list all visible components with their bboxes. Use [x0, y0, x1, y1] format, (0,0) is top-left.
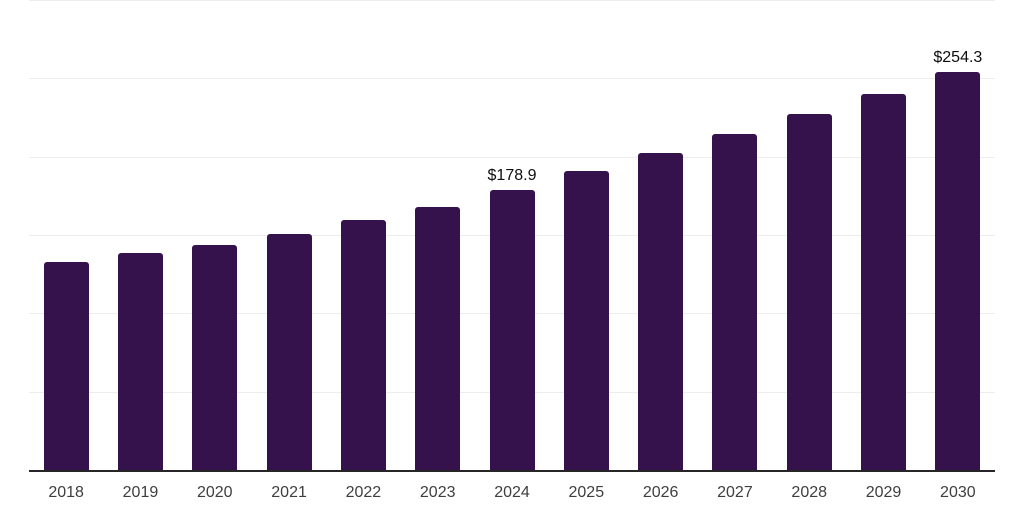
x-tick-2018: 2018 — [48, 484, 84, 501]
bar-2023 — [415, 207, 460, 470]
gridline-300 — [29, 0, 995, 1]
bar-2024 — [490, 190, 535, 470]
gridline-200 — [29, 157, 995, 158]
value-label-2024: $178.9 — [487, 167, 537, 184]
bar-2027 — [712, 134, 757, 470]
bar-2029 — [861, 94, 906, 470]
bar-2022 — [341, 220, 386, 470]
bar-2021 — [267, 234, 312, 470]
bar-2028 — [787, 114, 832, 470]
x-axis-line — [29, 470, 995, 472]
x-tick-2022: 2022 — [345, 484, 382, 501]
value-label-2030: $254.3 — [933, 49, 983, 66]
bar-2018 — [44, 262, 89, 470]
gridline-250 — [29, 78, 995, 79]
bar-2019 — [118, 253, 163, 470]
x-tick-2025: 2025 — [568, 484, 605, 501]
x-tick-2027: 2027 — [717, 484, 753, 501]
bar-2030 — [935, 72, 980, 470]
x-tick-2020: 2020 — [196, 484, 233, 501]
x-tick-2023: 2023 — [419, 484, 456, 501]
x-tick-2030: 2030 — [940, 484, 976, 501]
x-tick-2029: 2029 — [865, 484, 902, 501]
x-tick-2024: 2024 — [494, 484, 530, 501]
bar-2020 — [192, 245, 237, 470]
bar-2026 — [638, 153, 683, 470]
x-tick-2026: 2026 — [642, 484, 679, 501]
bar-2025 — [564, 171, 609, 470]
x-tick-2028: 2028 — [791, 484, 828, 501]
x-tick-2019: 2019 — [122, 484, 159, 501]
x-tick-2021: 2021 — [271, 484, 307, 501]
